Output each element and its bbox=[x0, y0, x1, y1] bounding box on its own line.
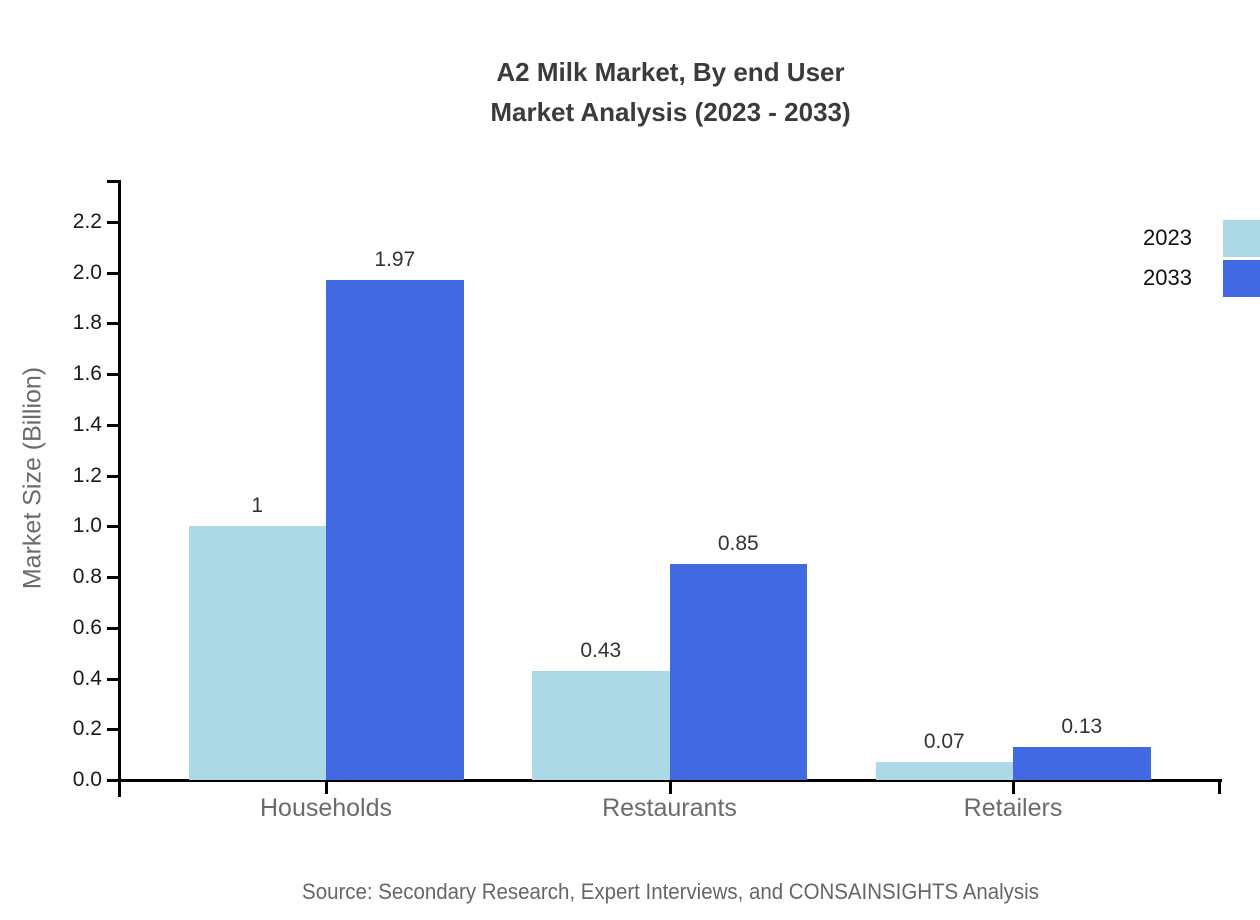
y-tick-label: 0.0 bbox=[72, 768, 102, 791]
y-tick bbox=[107, 474, 120, 478]
y-axis-end-cap bbox=[107, 180, 120, 183]
y-tick bbox=[107, 779, 120, 782]
bar-retailers-2033 bbox=[1013, 747, 1151, 780]
y-tick bbox=[107, 271, 120, 275]
value-label-retailers-2023: 0.07 bbox=[923, 730, 965, 754]
y-tick bbox=[107, 423, 120, 427]
legend-swatch-2033 bbox=[1223, 260, 1260, 297]
y-tick bbox=[107, 576, 120, 580]
bar-restaurants-2033 bbox=[669, 564, 807, 780]
y-tick-label: 0.6 bbox=[72, 615, 102, 639]
category-label-restaurants: Restaurants bbox=[602, 794, 737, 822]
bar-retailers-2023 bbox=[875, 762, 1013, 780]
chart-title-line1: A2 Milk Market, By end User bbox=[496, 57, 845, 87]
x-tick-households bbox=[325, 781, 328, 794]
x-tick-retailers bbox=[1012, 781, 1015, 794]
y-tick-label: 2.2 bbox=[72, 210, 102, 233]
bar-restaurants-2023 bbox=[532, 670, 670, 780]
source-text: Source: Secondary Research, Expert Inter… bbox=[302, 879, 1039, 904]
x-axis-line bbox=[118, 779, 1222, 782]
legend-swatch-2023 bbox=[1223, 220, 1260, 257]
legend-label-2023: 2023 bbox=[1143, 225, 1192, 250]
value-label-restaurants-2023: 0.43 bbox=[580, 638, 622, 662]
chart-title: A2 Milk Market, By end User Market Analy… bbox=[120, 52, 1221, 132]
y-tick-label: 0.4 bbox=[72, 666, 102, 690]
x-tick-restaurants bbox=[668, 781, 672, 794]
y-tick bbox=[107, 626, 120, 630]
y-tick-label: 0.8 bbox=[72, 565, 102, 589]
value-label-households-2033: 1.97 bbox=[374, 248, 416, 272]
y-axis-line bbox=[118, 180, 121, 797]
y-tick bbox=[107, 322, 120, 326]
y-tick-label: 0.2 bbox=[72, 717, 102, 741]
y-tick-label: 1.6 bbox=[72, 362, 102, 386]
y-tick-label: 1.4 bbox=[72, 412, 102, 436]
bar-households-2033 bbox=[326, 280, 464, 780]
y-tick bbox=[107, 221, 120, 224]
y-tick-label: 1.8 bbox=[72, 311, 102, 335]
y-tick bbox=[107, 677, 120, 681]
x-axis-end-tick bbox=[1218, 780, 1221, 794]
y-tick-label: 1.0 bbox=[72, 514, 102, 538]
bar-households-2023 bbox=[188, 526, 326, 780]
y-tick bbox=[107, 728, 120, 732]
category-label-households: Households bbox=[259, 794, 393, 822]
legend-label-2033: 2033 bbox=[1143, 265, 1192, 290]
category-label-retailers: Retailers bbox=[963, 794, 1063, 822]
y-tick-label: 1.2 bbox=[72, 463, 102, 487]
value-label-restaurants-2033: 0.85 bbox=[717, 532, 759, 556]
y-tick bbox=[107, 373, 120, 377]
y-tick-label: 2.0 bbox=[72, 260, 102, 284]
chart-title-line2: Market Analysis (2023 - 2033) bbox=[490, 97, 851, 127]
value-label-retailers-2033: 0.13 bbox=[1061, 715, 1103, 739]
value-label-households-2023: 1 bbox=[251, 494, 264, 518]
y-tick bbox=[107, 525, 120, 529]
